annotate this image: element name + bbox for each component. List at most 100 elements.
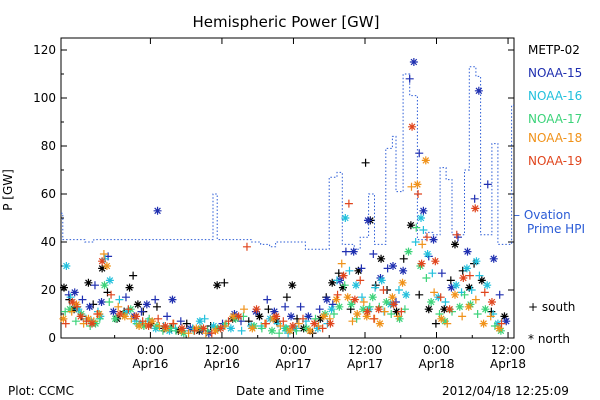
north-marker <box>462 264 471 273</box>
north-marker <box>142 300 151 309</box>
plot-frame <box>60 37 515 339</box>
ovation-line <box>61 66 514 250</box>
south-marker <box>279 317 288 326</box>
north-marker <box>230 310 239 318</box>
south-marker <box>407 182 416 191</box>
y-tick-label: 100 <box>33 91 56 105</box>
north-marker <box>421 156 430 165</box>
south-marker <box>460 290 469 299</box>
ovation-prime-hpi-line <box>61 66 514 250</box>
north-marker <box>375 319 384 328</box>
south-marker <box>154 314 163 323</box>
north-marker <box>100 281 109 290</box>
north-marker <box>209 322 218 330</box>
north-marker <box>105 276 114 285</box>
south-marker <box>379 286 388 294</box>
north-marker <box>471 204 480 213</box>
north-marker <box>419 206 428 215</box>
north-marker <box>417 214 426 222</box>
south-marker <box>405 74 414 83</box>
north-marker <box>84 314 93 323</box>
legend-south-marker: + south <box>528 300 576 314</box>
north-marker <box>502 317 511 326</box>
north-marker <box>177 324 186 333</box>
x-tick-time: 0:00 <box>137 343 164 357</box>
x-tick-date: Apr17 <box>347 357 383 371</box>
north-marker <box>328 278 337 287</box>
north-marker <box>68 298 77 306</box>
north-marker <box>304 312 313 321</box>
north-marker <box>489 254 498 263</box>
x-tick-time: 12:00 <box>205 343 240 357</box>
south-marker <box>397 307 406 316</box>
north-marker <box>84 278 93 287</box>
north-marker <box>285 326 294 335</box>
north-marker <box>70 305 79 314</box>
north-marker <box>445 305 454 314</box>
north-marker <box>363 307 372 316</box>
north-marker <box>406 221 415 230</box>
south-marker <box>471 295 480 304</box>
x-tick-date: Apr16 <box>132 357 168 371</box>
north-marker <box>487 298 496 306</box>
south-marker <box>151 295 160 304</box>
plot-credit: Plot: CCMC <box>8 384 74 398</box>
south-marker <box>458 266 467 275</box>
north-marker <box>382 298 391 306</box>
south-marker <box>184 329 193 338</box>
south-marker <box>393 312 402 321</box>
north-marker <box>65 305 74 314</box>
axes-frame: 0204060801001200:00Apr1612:00Apr160:00Ap… <box>33 37 526 371</box>
north-marker <box>338 283 347 292</box>
north-marker <box>349 247 358 256</box>
south-marker <box>114 302 123 311</box>
south-marker <box>428 269 437 278</box>
south-marker <box>282 293 291 302</box>
chart-title: Hemispheric Power [GW] <box>193 13 380 31</box>
south-marker <box>314 322 323 330</box>
north-marker <box>288 281 297 290</box>
y-tick-label: 40 <box>41 235 56 249</box>
south-marker <box>138 317 147 326</box>
legend-noaa-19: NOAA-19 <box>528 154 583 168</box>
y-tick-label: 60 <box>41 187 56 201</box>
south-marker <box>341 247 350 256</box>
north-marker <box>252 305 261 314</box>
north-marker <box>216 324 225 333</box>
south-marker <box>431 319 440 328</box>
north-marker <box>440 317 449 326</box>
north-marker <box>287 312 296 321</box>
south-marker <box>394 286 403 294</box>
north-marker <box>481 305 490 314</box>
series-noaa-19 <box>61 122 506 338</box>
north-marker <box>376 274 385 282</box>
north-marker <box>450 240 459 249</box>
south-marker <box>446 276 455 285</box>
south-marker <box>369 250 378 258</box>
north-marker <box>70 288 79 297</box>
north-marker <box>326 319 335 328</box>
north-marker <box>195 317 204 326</box>
north-marker <box>213 281 222 290</box>
north-marker <box>363 216 372 225</box>
north-marker <box>161 322 170 330</box>
north-marker <box>248 324 257 333</box>
x-tick-date: Apr18 <box>490 357 526 371</box>
north-marker <box>144 322 153 330</box>
north-marker <box>343 293 352 302</box>
south-marker <box>436 293 445 302</box>
south-marker <box>328 300 337 309</box>
north-marker <box>416 262 425 270</box>
x-tick-time: 0:00 <box>280 343 307 357</box>
south-marker <box>412 223 421 232</box>
north-marker <box>398 278 407 287</box>
north-marker <box>74 305 83 314</box>
north-marker <box>316 314 325 323</box>
series-noaa-15 <box>64 58 511 338</box>
north-marker <box>354 266 363 275</box>
north-marker <box>440 305 449 314</box>
north-marker <box>59 283 68 292</box>
south-marker <box>340 281 349 290</box>
north-marker <box>282 324 291 333</box>
south-marker <box>486 312 495 321</box>
